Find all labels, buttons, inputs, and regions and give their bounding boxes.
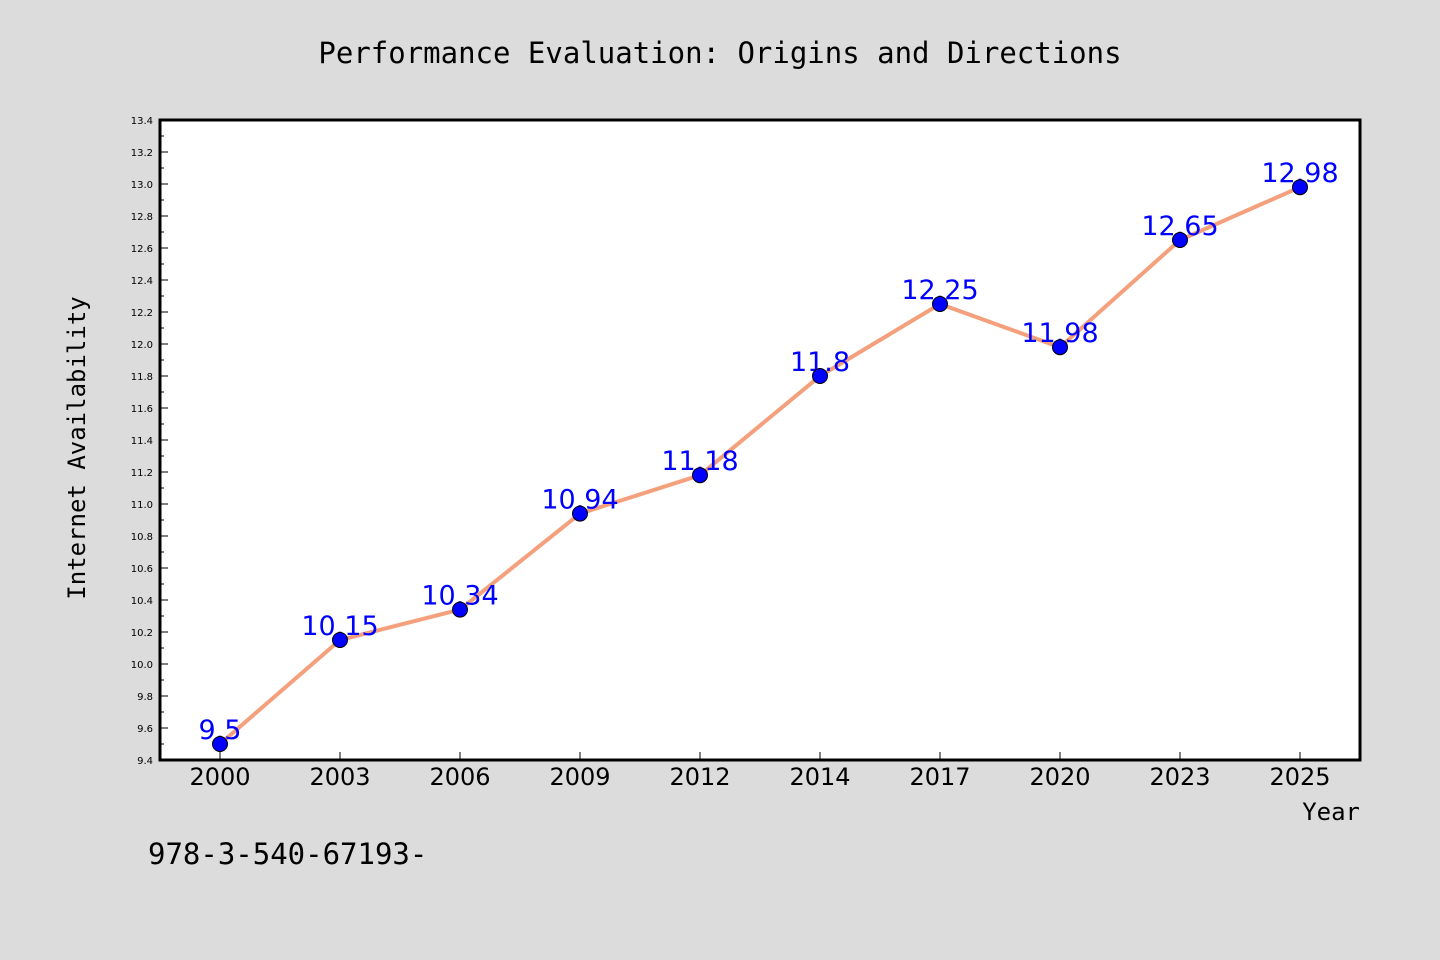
y-tick-label: 11.4 — [131, 436, 153, 447]
x-tick-label: 2017 — [909, 763, 970, 791]
series-line-group: 9.510.1510.3410.9411.1811.812.2511.9812.… — [199, 158, 1339, 752]
y-tick-label: 10.4 — [131, 596, 153, 607]
x-tick-label: 2012 — [669, 763, 730, 791]
x-tick-label: 2009 — [549, 763, 610, 791]
data-point-marker — [572, 505, 588, 522]
series-line — [218, 185, 1301, 746]
data-point-marker — [932, 296, 948, 312]
x-tick-label: 2006 — [429, 763, 490, 791]
data-point-marker — [1052, 339, 1068, 356]
data-point-marker — [452, 601, 468, 618]
data-point-marker — [812, 368, 828, 384]
y-tick-label: 12.8 — [131, 212, 153, 223]
y-tick-label: 9.4 — [137, 756, 153, 767]
x-axis-label: Year — [1302, 798, 1360, 826]
y-tick-label: 13.4 — [131, 116, 153, 127]
y-tick-label: 12.0 — [131, 340, 153, 351]
data-point-marker — [1292, 179, 1308, 196]
data-point-marker — [212, 736, 228, 752]
x-tick-label: 2000 — [189, 763, 250, 791]
y-tick-label: 12.6 — [131, 244, 153, 255]
y-tick-label: 12.2 — [131, 308, 153, 319]
y-axis: 9.4 9.6 9.8 10.0 10.2 10.4 10.6 10.8 11.0 11.2 11.… — [131, 116, 168, 767]
chart-title: Performance Evaluation: Origins and Dire… — [318, 36, 1121, 70]
x-tick-label: 2014 — [789, 763, 850, 791]
x-tick-label: 2003 — [309, 763, 370, 791]
footer-text: 978-3-540-67193- — [148, 837, 427, 871]
y-tick-label: 11.6 — [131, 404, 153, 415]
data-point-marker — [692, 467, 708, 484]
data-point-marker — [1172, 232, 1188, 248]
y-tick-label: 10.8 — [131, 532, 153, 543]
y-tick-label: 13.2 — [131, 148, 153, 159]
y-tick-label: 11.0 — [131, 500, 153, 511]
y-tick-label: 9.6 — [137, 724, 153, 735]
y-tick-label: 13.0 — [131, 180, 153, 191]
y-tick-label: 10.0 — [131, 660, 153, 671]
data-point-marker — [332, 632, 348, 648]
y-axis-label: Internet Availability — [63, 296, 91, 599]
y-tick-label: 10.2 — [131, 628, 153, 639]
y-tick-label: 10.6 — [131, 564, 153, 575]
x-tick-label: 2020 — [1029, 763, 1090, 791]
y-tick-label: 9.8 — [137, 692, 153, 703]
x-axis: 2000 2003 2006 2009 2012 2014 2017 2020 2023 2025 — [189, 752, 1331, 791]
y-tick-label: 11.2 — [131, 468, 153, 479]
y-tick-label: 12.4 — [131, 276, 153, 287]
plot-area — [158, 118, 1362, 762]
x-tick-label: 2023 — [1149, 763, 1210, 791]
x-tick-label: 2025 — [1269, 763, 1330, 791]
y-tick-label: 11.8 — [131, 372, 153, 383]
